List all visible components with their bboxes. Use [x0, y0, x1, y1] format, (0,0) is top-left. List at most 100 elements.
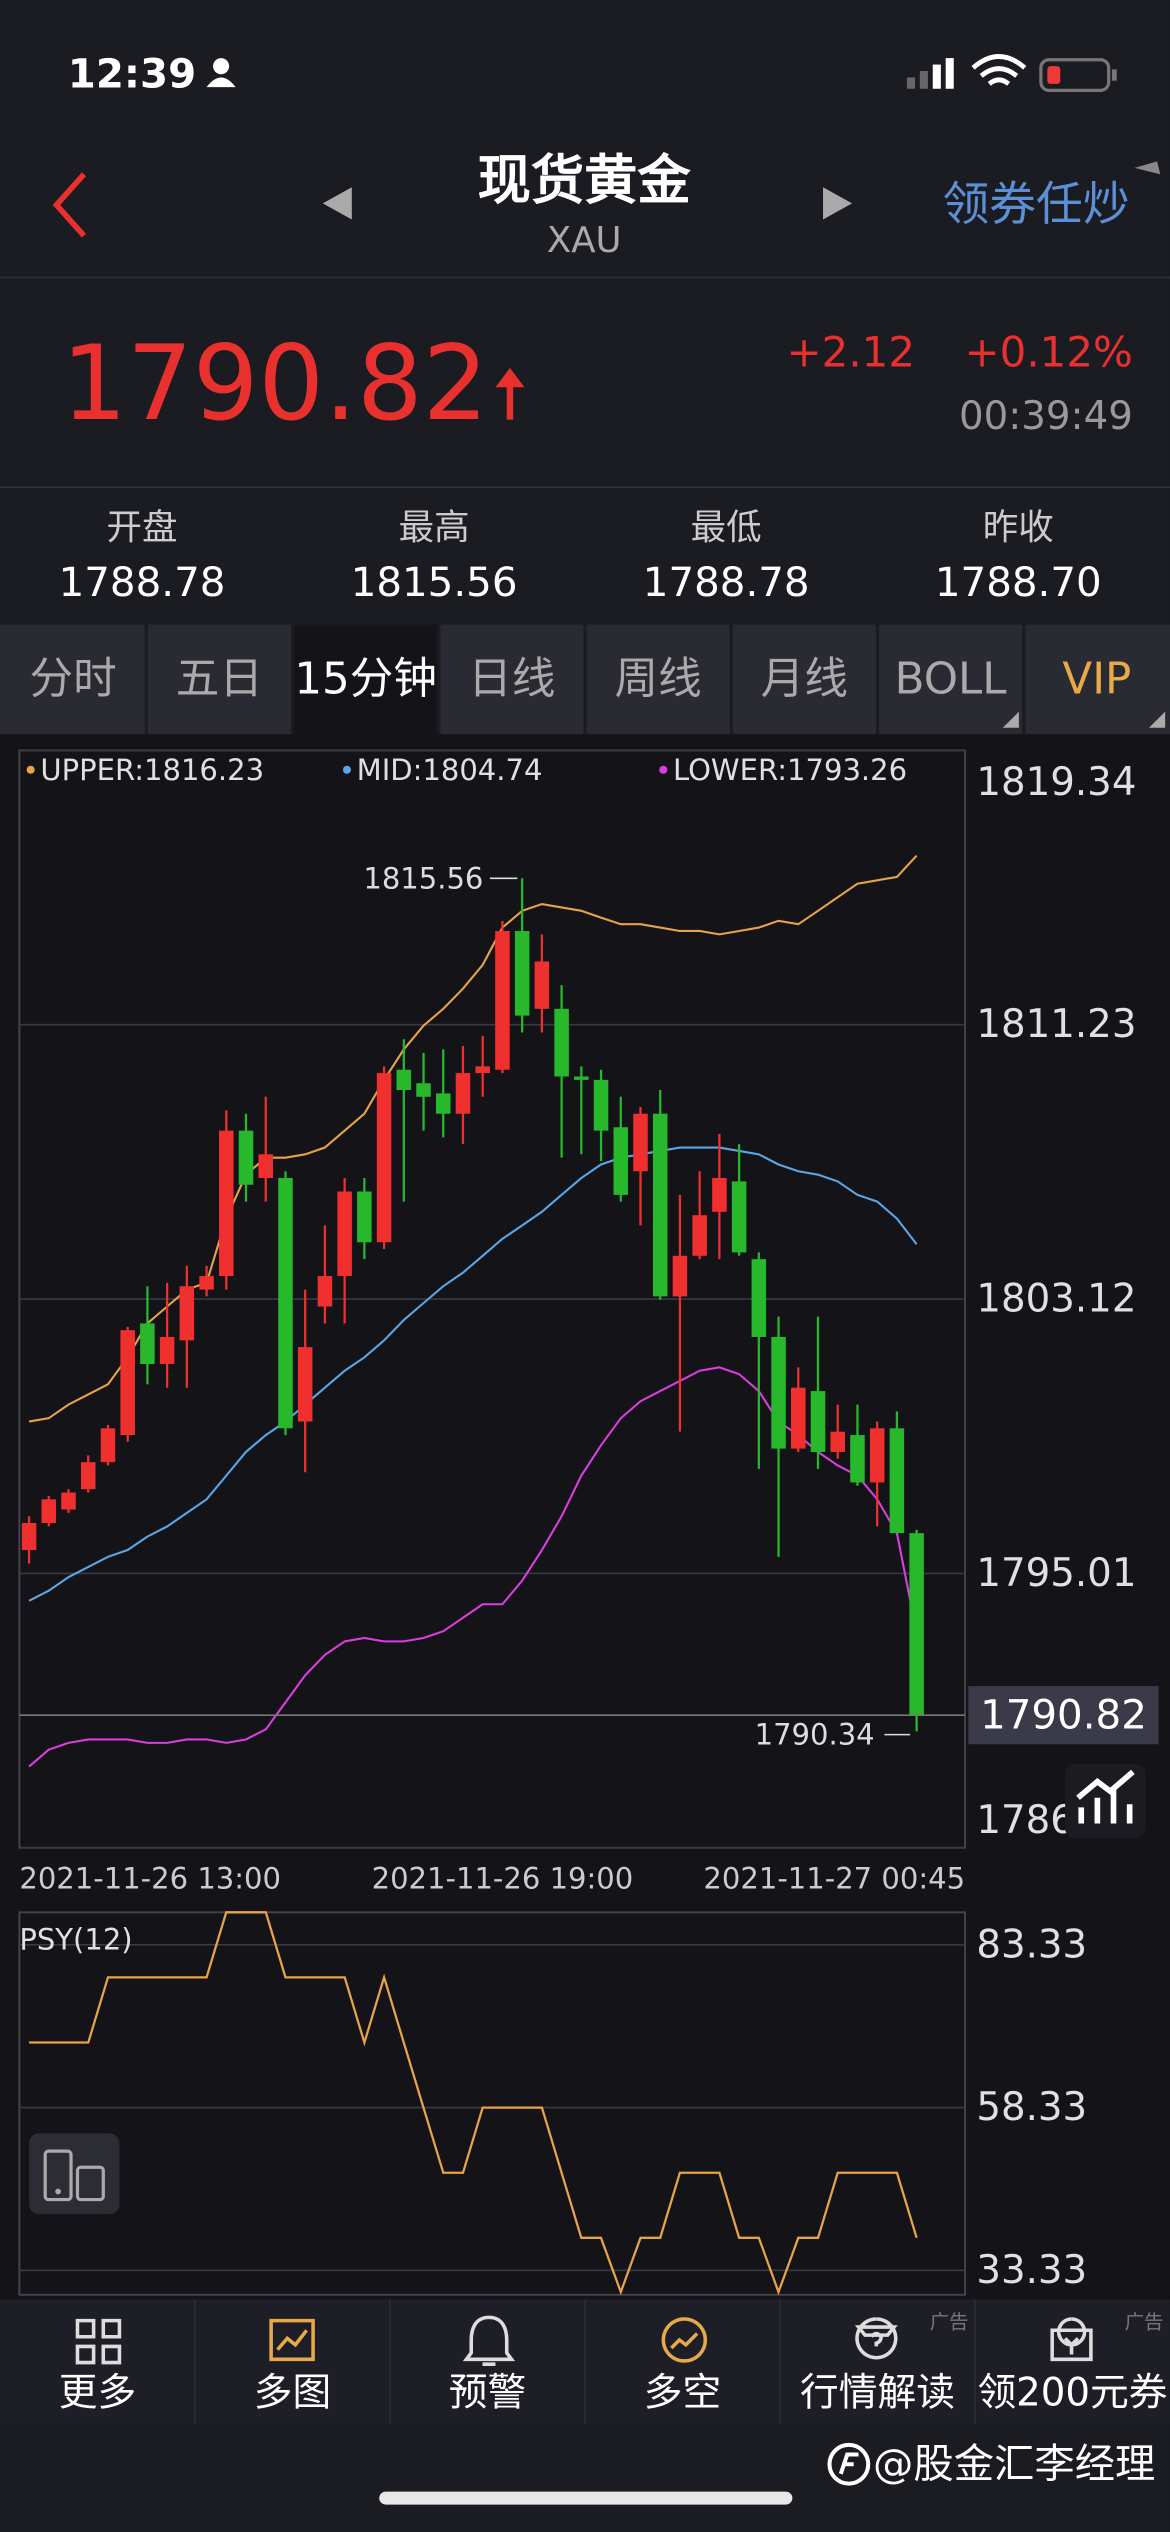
tab[interactable]: 日线	[468, 654, 555, 704]
candle-body	[41, 1499, 57, 1524]
prev-button[interactable]	[322, 187, 352, 220]
up-arrow	[495, 367, 525, 420]
tab[interactable]: 五日	[176, 654, 263, 704]
high-annotation: 1815.56	[363, 861, 483, 895]
candle-body	[179, 1286, 195, 1341]
legend-label: UPPER:1816.23	[40, 753, 264, 787]
nav-label[interactable]: 更多	[59, 2371, 136, 2416]
charts: 1819.341811.231803.121795.011786.901815.…	[18, 749, 1159, 2296]
nav-label[interactable]: 多空	[644, 2371, 721, 2416]
chart-background	[0, 734, 1170, 2300]
candle-body	[199, 1276, 214, 1290]
y-tick-label: 1795.01	[976, 1551, 1136, 1596]
candle-body	[810, 1391, 826, 1452]
low-annotation: 1790.34	[755, 1718, 875, 1752]
chart-toggle-icon[interactable]	[1065, 1763, 1146, 1839]
candle-body	[80, 1462, 96, 1490]
corner-icon	[1134, 161, 1161, 175]
nav-icon	[462, 2315, 516, 2366]
candle-body	[416, 1083, 431, 1097]
tabs: 分时 五日 15分钟 日线 周线 月线 BOLL VIP	[30, 624, 1166, 735]
candle-body	[219, 1130, 234, 1277]
candle-body	[317, 1276, 333, 1307]
candle-body	[534, 961, 550, 1009]
candle-body	[771, 1336, 786, 1449]
nav-icon	[661, 2317, 708, 2363]
tab[interactable]: 15分钟	[294, 654, 437, 704]
y-tick-label: 83.33	[976, 1922, 1087, 1967]
candle-body	[593, 1079, 609, 1131]
x-tick-label: 2021-11-26 19:00	[372, 1861, 634, 1895]
x-tick-label: 2021-11-27 00:45	[703, 1861, 965, 1895]
rotate-icon[interactable]	[29, 2133, 120, 2215]
candle-body	[672, 1255, 688, 1297]
nav-label[interactable]: 预警	[449, 2371, 526, 2416]
plot-border	[18, 1911, 967, 2296]
candle-body	[21, 1523, 37, 1551]
price-change-pct: +0.12%	[964, 327, 1132, 376]
candle-body	[652, 1113, 668, 1297]
quote-time: 00:39:49	[959, 394, 1133, 439]
candle-body	[692, 1215, 707, 1256]
y-tick-label: 1819.34	[976, 760, 1136, 805]
candle-body	[159, 1336, 175, 1365]
candle-body	[633, 1113, 648, 1172]
last-price: 1790.82	[61, 324, 488, 444]
y-tick-label: 1803.12	[976, 1277, 1136, 1322]
candle-body	[869, 1428, 885, 1483]
next-button[interactable]	[823, 187, 853, 220]
stat-value: 1788.78	[59, 559, 226, 606]
coupon-link[interactable]: 领券任炒	[943, 178, 1130, 232]
nav-label[interactable]: 多图	[254, 2371, 331, 2416]
back-button[interactable]	[52, 172, 87, 238]
candle-body	[574, 1076, 589, 1080]
legend-dot	[26, 765, 35, 774]
y-tick-label: 58.33	[976, 2085, 1087, 2130]
status-icons	[206, 54, 1117, 92]
candle-body	[140, 1323, 155, 1365]
candle-body	[850, 1435, 865, 1483]
ad-tag: 广告	[930, 2311, 969, 2334]
tab-active-bg	[292, 624, 439, 735]
tab[interactable]: BOLL	[895, 654, 1008, 704]
tab[interactable]: 分时	[30, 654, 117, 704]
band-line	[28, 854, 918, 1423]
candle-body	[396, 1069, 412, 1091]
tab[interactable]: 月线	[761, 654, 848, 704]
tab[interactable]: 周线	[615, 654, 702, 704]
current-price-label: 1790.82	[980, 1692, 1147, 1739]
y-tick-label: 1811.23	[976, 1002, 1136, 1047]
candle-body	[120, 1330, 135, 1436]
stats: 开盘 1788.78 最高 1815.56 最低 1788.78 昨收 1788.70	[59, 507, 1102, 606]
home-indicator	[379, 2491, 793, 2505]
candle-body	[297, 1347, 313, 1422]
tab[interactable]: VIP	[1062, 654, 1131, 704]
candle-body	[258, 1154, 274, 1178]
nav-label[interactable]: 领200元券	[977, 2371, 1167, 2416]
candle-body	[554, 1008, 569, 1077]
candle-body	[278, 1177, 293, 1429]
candle-body	[435, 1093, 451, 1114]
legend-dot	[659, 765, 668, 774]
band-line	[28, 1146, 918, 1602]
stat-value: 1788.78	[643, 559, 810, 606]
legend-dot	[342, 765, 352, 774]
page-title: 现货黄金	[478, 150, 692, 212]
nav-icon	[1050, 2317, 1093, 2362]
candle-body	[337, 1191, 352, 1277]
stat-label: 开盘	[107, 507, 178, 548]
candle-body	[495, 931, 510, 1070]
page-subtitle: XAU	[547, 220, 622, 261]
legend-label: LOWER:1793.26	[673, 753, 907, 787]
indicator-line	[29, 1911, 918, 2296]
candle-body	[751, 1259, 767, 1337]
nav-icon	[854, 2317, 898, 2360]
nav-label[interactable]: 行情解读	[800, 2371, 955, 2416]
status-time: 12:39	[68, 51, 196, 98]
candle-body	[731, 1181, 747, 1253]
x-tick-label: 2021-11-26 13:00	[19, 1861, 281, 1895]
